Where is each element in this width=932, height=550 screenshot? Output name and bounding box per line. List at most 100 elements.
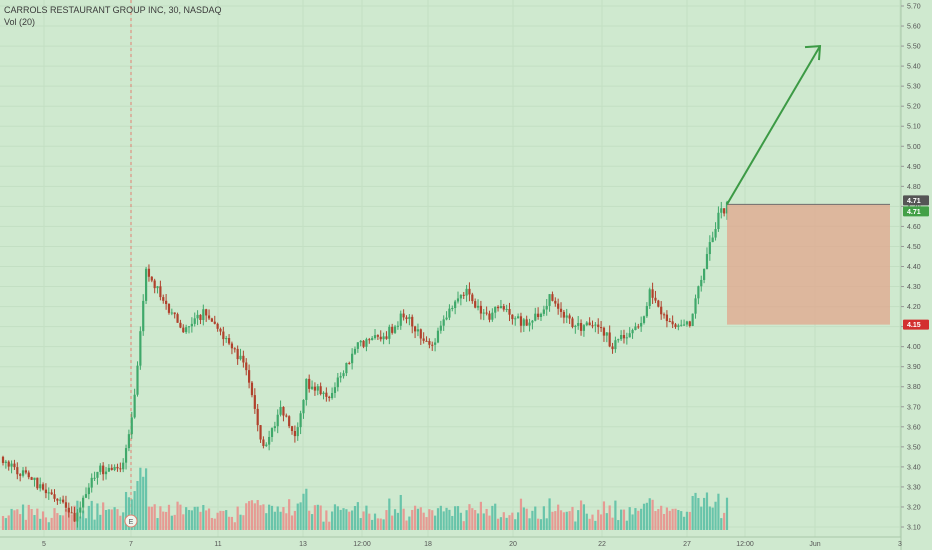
candle <box>290 426 294 431</box>
candle <box>608 332 611 347</box>
volume-bar <box>202 505 205 530</box>
price-tick-label: 5.30 <box>907 84 921 91</box>
volume-bar <box>605 513 608 530</box>
candle <box>651 289 654 298</box>
price-tick-label: 3.30 <box>907 484 921 491</box>
candle <box>70 512 73 514</box>
projection-arrow <box>726 45 821 205</box>
candle <box>216 323 219 329</box>
candle <box>674 324 677 328</box>
volume-bar <box>717 493 720 530</box>
candle <box>499 306 503 309</box>
candle <box>542 309 545 314</box>
candle <box>67 507 70 513</box>
candle <box>545 305 548 310</box>
volume-bar <box>53 508 56 530</box>
volume-bar <box>342 508 345 530</box>
volume-bar <box>611 517 614 530</box>
volume-bar <box>494 503 497 530</box>
volume-bar <box>591 514 594 530</box>
candle <box>671 321 674 325</box>
candle <box>368 339 371 341</box>
candle <box>668 321 671 323</box>
volume-bar <box>104 509 108 530</box>
volume-bar <box>70 514 73 530</box>
price-tick-label: 3.60 <box>907 424 921 431</box>
volume-bar <box>296 503 299 530</box>
volume-bar <box>534 506 537 530</box>
volume-bar <box>133 491 136 530</box>
time-tick-label: 5 <box>42 541 46 548</box>
candle <box>677 325 680 328</box>
volume-bar <box>614 500 617 530</box>
volume-bar <box>119 515 122 530</box>
candle <box>391 326 394 333</box>
candle <box>310 386 314 389</box>
volume-bar <box>551 511 554 530</box>
volume-bar <box>56 513 59 530</box>
volume-bar <box>13 510 16 530</box>
candle <box>113 466 116 470</box>
candle <box>262 439 265 446</box>
candles <box>1 200 729 528</box>
time-tick-label: Jun <box>809 541 820 548</box>
candle <box>574 325 577 328</box>
candle <box>494 306 497 313</box>
volume-bar <box>597 509 600 530</box>
volume-bar <box>219 510 222 530</box>
volume-bar <box>47 522 50 530</box>
volume-bar <box>654 511 657 530</box>
candle <box>514 318 517 320</box>
candle <box>27 472 30 478</box>
volume-bar <box>185 507 188 530</box>
volume-bar <box>393 509 397 530</box>
volume-bar <box>279 511 282 530</box>
candle <box>691 313 694 326</box>
volume-bar <box>187 509 191 530</box>
time-tick-label: 27 <box>683 541 691 548</box>
candle <box>30 477 33 480</box>
candle <box>717 212 720 230</box>
candle <box>462 294 465 296</box>
candle <box>434 342 437 345</box>
candle <box>531 320 534 323</box>
volume-bar <box>439 505 442 530</box>
volume-bar <box>113 507 116 530</box>
candle <box>330 392 334 399</box>
candle <box>259 425 262 440</box>
volume-bar <box>577 510 580 530</box>
candle <box>227 338 231 344</box>
volume-bar <box>522 507 525 530</box>
candle <box>491 312 494 320</box>
candle <box>511 314 514 320</box>
volume-bar <box>230 516 234 530</box>
volume-bar <box>308 510 311 530</box>
candle <box>516 316 520 319</box>
volume-bar <box>382 519 385 530</box>
candle <box>41 484 45 490</box>
candle <box>99 465 102 472</box>
candle <box>568 315 571 319</box>
volume-bar <box>142 476 145 530</box>
candle <box>233 348 236 350</box>
price-badge-last <box>903 206 929 217</box>
candle <box>640 322 643 327</box>
volume-bar <box>87 505 90 530</box>
candle <box>720 208 723 213</box>
volume-bar <box>44 517 48 530</box>
volume-bar <box>671 508 674 530</box>
candle <box>339 376 342 378</box>
volume-bar <box>268 504 271 530</box>
candle <box>61 499 65 503</box>
candle <box>451 308 454 310</box>
volume-bar <box>434 515 437 530</box>
candle <box>265 444 268 446</box>
candle <box>239 355 242 360</box>
candle <box>342 373 345 377</box>
time-axis: 5 7 11 13 12:00 18 20 22 27 12:00 Jun 3 <box>0 536 902 548</box>
volume-bar <box>531 510 534 530</box>
volume-bar <box>239 514 242 530</box>
candle <box>210 318 214 322</box>
candle <box>485 312 488 314</box>
volume-bar <box>319 505 322 530</box>
